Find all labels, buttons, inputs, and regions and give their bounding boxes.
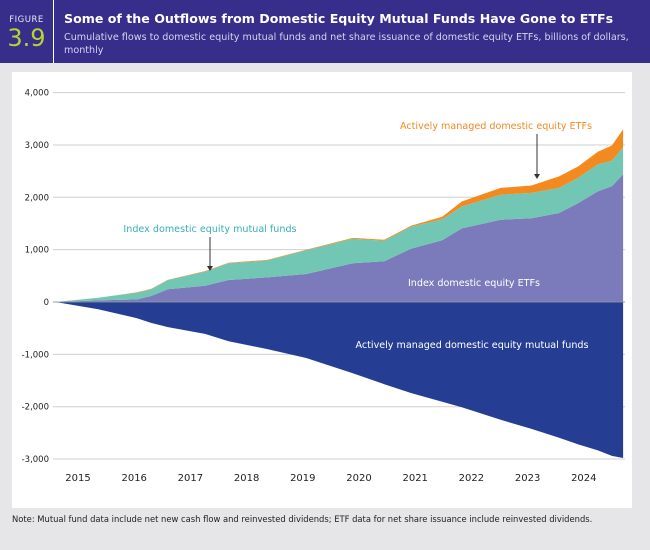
x-tick-label: 2015 — [65, 473, 90, 484]
active-etf-label: Actively managed domestic equity ETFs — [400, 121, 592, 132]
chart-title: Some of the Outflows from Domestic Equit… — [64, 11, 614, 26]
y-tick-label: -3,000 — [22, 455, 49, 465]
x-tick-label: 2021 — [402, 473, 427, 484]
y-tick-label: 2,000 — [25, 193, 49, 203]
x-tick-label: 2017 — [178, 473, 203, 484]
active-mutual-fund-label: Actively managed domestic equity mutual … — [355, 340, 588, 351]
figure-number: 3.9 — [7, 24, 46, 52]
x-tick-label: 2020 — [346, 473, 371, 484]
y-tick-label: 4,000 — [25, 89, 49, 99]
figure-label: FIGURE 3.9 — [0, 0, 54, 63]
figure-header: FIGURE 3.9 Some of the Outflows from Dom… — [0, 0, 650, 63]
index-etf-label: Index domestic equity ETFs — [408, 278, 540, 289]
y-tick-label: -1,000 — [22, 350, 49, 360]
x-tick-label: 2022 — [459, 473, 484, 484]
active-mutual-fund-area — [55, 302, 624, 458]
y-tick-label: -2,000 — [22, 403, 49, 413]
active-etf-arrow-head — [534, 174, 540, 179]
x-tick-label: 2023 — [515, 473, 540, 484]
y-tick-label: 3,000 — [25, 141, 49, 151]
chart-subtitle: Cumulative flows to domestic equity mutu… — [64, 32, 629, 56]
y-tick-label: 0 — [44, 298, 49, 308]
x-tick-label: 2018 — [234, 473, 259, 484]
chart-note: Note: Mutual fund data include net new c… — [12, 514, 593, 524]
y-tick-label: 1,000 — [25, 246, 49, 256]
index-mutual-fund-label: Index domestic equity mutual funds — [123, 224, 296, 235]
x-tick-label: 2024 — [571, 473, 596, 484]
x-tick-label: 2019 — [290, 473, 315, 484]
figure-word: FIGURE — [9, 15, 44, 25]
index-mutual-fund-arrow-head — [207, 266, 213, 271]
index-etf-area — [55, 174, 624, 302]
x-tick-label: 2016 — [121, 473, 146, 484]
